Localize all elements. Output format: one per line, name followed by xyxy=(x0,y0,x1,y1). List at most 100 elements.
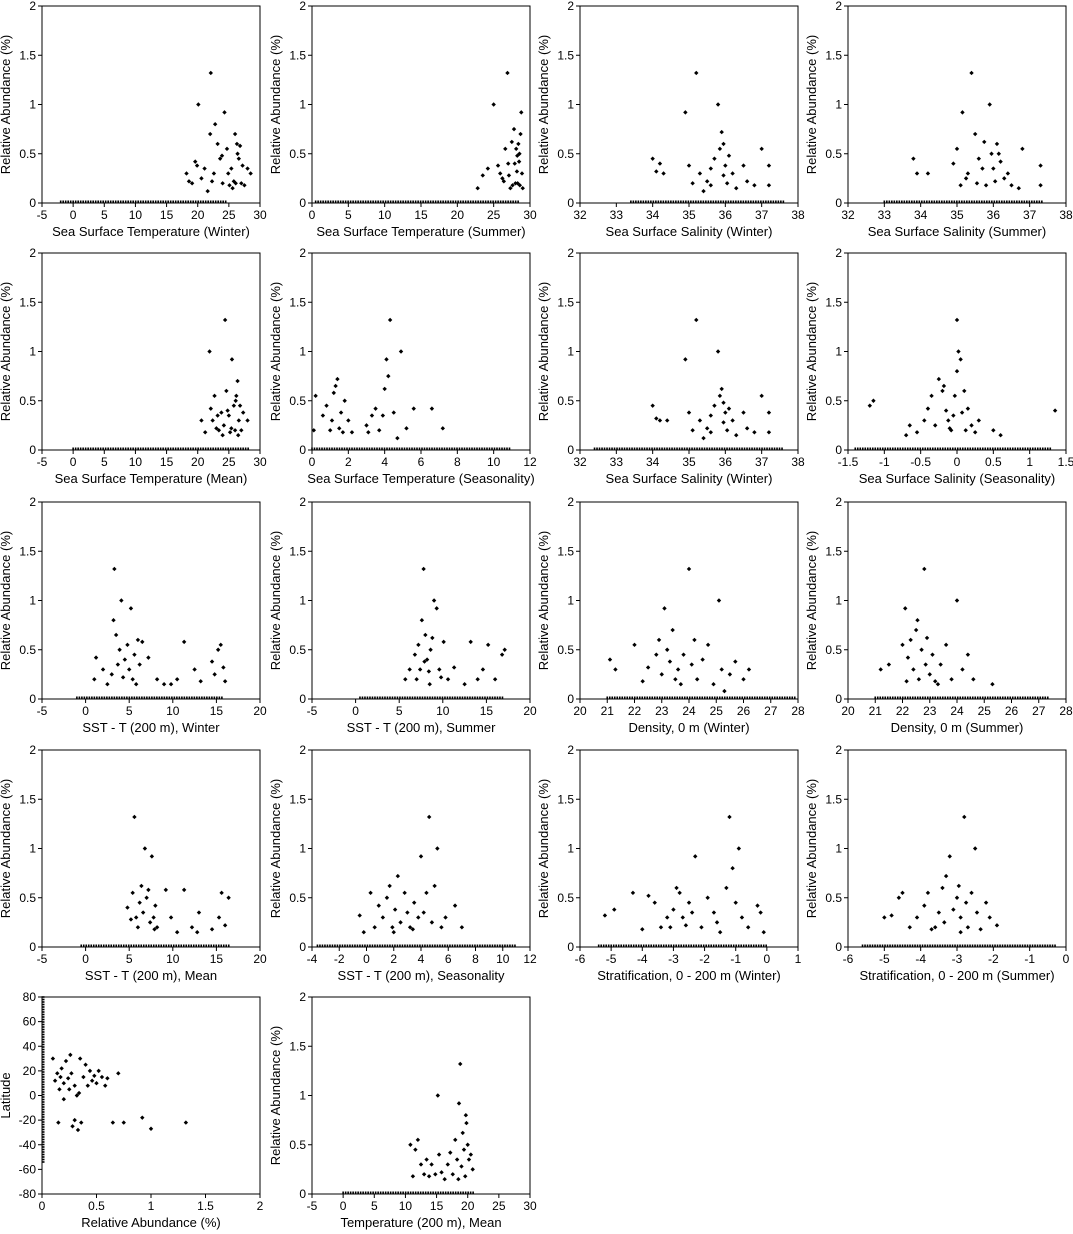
y-tick-label: 0.5 xyxy=(289,891,306,905)
data-point xyxy=(974,910,980,915)
zero-sample-marker xyxy=(192,447,194,451)
data-point xyxy=(956,883,962,889)
zero-sample-marker xyxy=(392,1191,394,1195)
zero-sample-marker xyxy=(949,447,952,451)
zero-sample-marker xyxy=(655,200,657,204)
data-point xyxy=(905,655,911,660)
zero-sample-marker xyxy=(184,200,187,204)
zero-sample-marker xyxy=(334,200,337,204)
zero-sample-marker xyxy=(466,944,469,948)
data-point xyxy=(700,657,705,662)
data-point xyxy=(942,920,947,925)
data-point xyxy=(99,1074,105,1080)
data-point xyxy=(111,618,116,623)
zero-sample-marker xyxy=(1016,696,1019,700)
y-tick-label: 0.5 xyxy=(825,643,842,657)
zero-sample-marker xyxy=(651,696,654,700)
data-point xyxy=(454,1157,460,1162)
data-point xyxy=(460,1130,465,1136)
zero-sample-marker xyxy=(199,447,202,451)
zero-sample-marker xyxy=(926,696,929,700)
zero-sample-marker xyxy=(62,200,64,204)
zero-sample-marker xyxy=(961,696,964,700)
zero-sample-marker xyxy=(487,200,489,204)
zero-sample-marker xyxy=(421,447,423,451)
zero-sample-marker xyxy=(633,447,636,451)
zero-sample-marker xyxy=(743,696,746,700)
zero-sample-marker xyxy=(727,944,730,948)
zero-sample-marker xyxy=(419,200,422,204)
x-tick-label: 15 xyxy=(160,455,174,469)
y-tick-label: 1.5 xyxy=(557,48,574,62)
zero-sample-marker xyxy=(99,200,102,204)
zero-sample-marker xyxy=(1004,696,1007,700)
data-point xyxy=(923,662,928,667)
x-tick-label: 24 xyxy=(682,704,696,718)
zero-sample-marker xyxy=(1024,696,1027,700)
y-axis-label: Relative Abundance (%) xyxy=(804,35,819,174)
data-point xyxy=(900,642,905,648)
zero-sample-marker xyxy=(632,200,635,204)
data-point xyxy=(759,146,764,152)
zero-sample-marker xyxy=(454,696,456,700)
x-tick-label: 5 xyxy=(126,952,133,966)
zero-sample-marker xyxy=(159,200,162,204)
zero-sample-marker xyxy=(221,696,223,700)
zero-sample-marker xyxy=(407,200,409,204)
zero-sample-marker xyxy=(1009,447,1012,451)
data-point xyxy=(956,349,961,354)
zero-sample-marker xyxy=(766,696,769,700)
zero-sample-marker xyxy=(207,447,209,451)
zero-sample-marker xyxy=(956,200,958,204)
x-tick-label: 27 xyxy=(764,704,778,718)
zero-sample-marker xyxy=(996,200,998,204)
zero-sample-marker xyxy=(157,944,160,948)
data-point xyxy=(911,156,916,161)
data-point xyxy=(640,927,645,932)
zero-sample-marker xyxy=(991,696,994,700)
zero-sample-marker xyxy=(605,944,607,948)
zero-sample-marker xyxy=(412,200,414,204)
data-point xyxy=(665,647,670,652)
plot-frame xyxy=(579,5,799,204)
zero-sample-marker xyxy=(657,200,660,204)
zero-sample-marker xyxy=(671,696,674,700)
zero-sample-marker xyxy=(498,447,501,451)
data-point xyxy=(1016,186,1021,191)
zero-sample-marker xyxy=(953,200,956,204)
data-point xyxy=(210,418,215,423)
y-tick-label: 1.5 xyxy=(289,48,306,62)
zero-sample-marker xyxy=(41,1153,45,1156)
zero-sample-marker xyxy=(208,696,211,700)
data-point xyxy=(963,900,969,905)
x-tick-label: 1.5 xyxy=(1058,455,1073,469)
zero-sample-marker xyxy=(1003,200,1006,204)
x-tick-label: -3 xyxy=(952,952,963,966)
zero-sample-marker xyxy=(464,1191,467,1195)
zero-sample-marker xyxy=(142,447,144,451)
data-point xyxy=(686,163,692,168)
data-point xyxy=(235,151,240,156)
zero-sample-marker xyxy=(1029,447,1032,451)
zero-sample-marker xyxy=(703,696,706,700)
zero-sample-marker xyxy=(603,447,606,451)
zero-sample-marker xyxy=(771,696,774,700)
x-axis-label: SST - T (200 m), Mean xyxy=(85,968,217,983)
data-point xyxy=(708,430,713,435)
zero-sample-marker xyxy=(641,447,643,451)
zero-sample-marker xyxy=(217,944,220,948)
zero-sample-marker xyxy=(162,944,165,948)
data-point xyxy=(1020,146,1025,152)
x-tick-label: 0 xyxy=(70,455,77,469)
zero-sample-marker xyxy=(514,200,517,204)
data-point xyxy=(683,357,688,362)
zero-sample-marker xyxy=(104,200,107,204)
zero-sample-marker xyxy=(986,447,989,451)
zero-sample-marker xyxy=(41,1151,45,1153)
zero-sample-marker xyxy=(1046,944,1049,948)
plot-frame xyxy=(311,252,531,451)
zero-sample-marker xyxy=(324,200,327,204)
data-point xyxy=(658,925,664,930)
data-point xyxy=(144,895,149,900)
zero-sample-marker xyxy=(888,200,891,204)
